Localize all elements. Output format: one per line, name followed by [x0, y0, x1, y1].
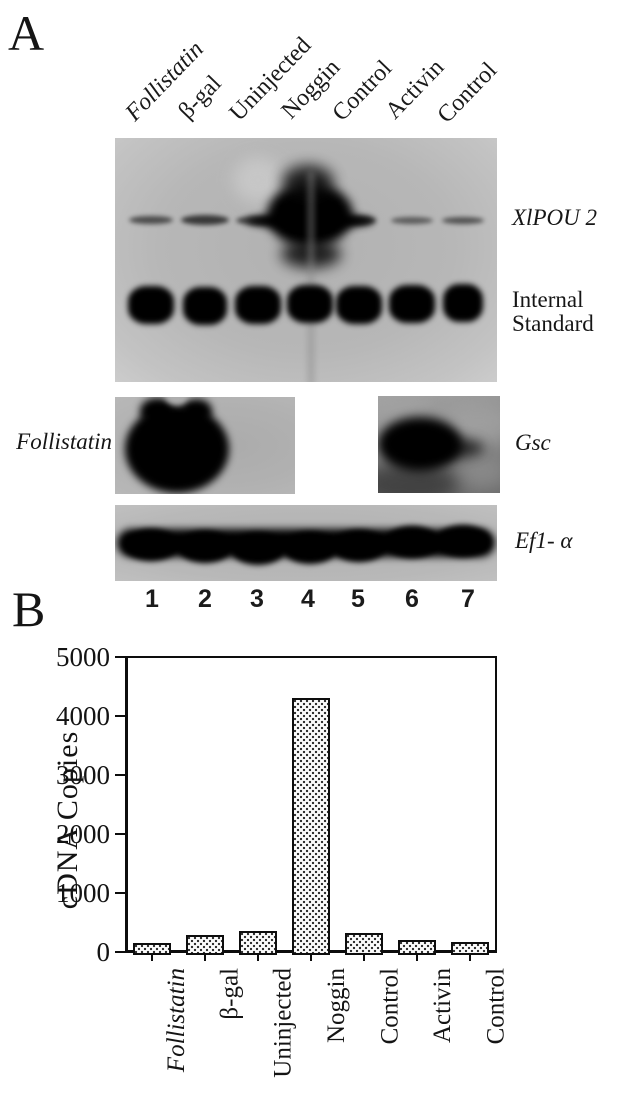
- xlpou2-band-lane4: [282, 165, 334, 199]
- internal-standard-band-lane5: [336, 286, 382, 324]
- y-tick-0: [115, 951, 125, 953]
- lane-number-7: 7: [461, 585, 475, 613]
- y-tick-5000: [115, 656, 125, 658]
- follistatin-signal: [125, 405, 229, 493]
- y-tick-4000: [115, 715, 125, 717]
- y-tick-label-2000: 2000: [56, 819, 110, 849]
- y-tick-label-1000: 1000: [56, 878, 110, 908]
- xlpou2-band-lane7: [442, 216, 484, 224]
- internal-standard-band-lane6: [389, 285, 435, 323]
- lane4-vertical-streak: [307, 170, 315, 382]
- internal-standard-label-line1: Internal: [512, 287, 584, 312]
- internal-standard-band-lane7: [443, 284, 483, 322]
- y-tick-2000: [115, 833, 125, 835]
- ef1a-band-lane3: [231, 533, 285, 565]
- x-category-label-3: Uninjected: [269, 968, 297, 1078]
- lane-number-2: 2: [198, 585, 212, 613]
- x-category-label-7: Control: [482, 968, 510, 1045]
- ef1a-row-label: Ef1- α: [515, 528, 573, 553]
- gsc-blot: [378, 396, 500, 493]
- ef1a-band-lane1: [124, 529, 178, 561]
- ef1a-band-lane4: [283, 532, 337, 564]
- x-tick-4: [310, 953, 312, 961]
- ef1a-blot: [115, 505, 497, 581]
- xlpou2-northern-blot: [115, 138, 497, 382]
- bar-noggin: [292, 698, 330, 955]
- gsc-signal: [378, 417, 462, 471]
- x-category-label-2: β-gal: [216, 968, 244, 1020]
- lane-number-4: 4: [301, 585, 315, 613]
- xlpou2-band-lane2: [181, 215, 229, 225]
- x-tick-3: [256, 953, 259, 961]
- xlpou2-band-lane4: [281, 240, 341, 268]
- internal-standard-band-lane3: [235, 286, 281, 324]
- y-tick-label-3000: 3000: [56, 760, 110, 790]
- lane-number-6: 6: [405, 585, 419, 613]
- x-tick-6: [416, 953, 419, 961]
- xlpou2-band-lane1: [129, 216, 173, 224]
- panel-b-label: B: [12, 581, 46, 637]
- ef1a-band-lane2: [178, 531, 232, 563]
- panel-a-label: A: [8, 5, 45, 61]
- y-tick-label-5000: 5000: [56, 642, 110, 672]
- internal-standard-band-lane1: [128, 286, 174, 324]
- x-category-label-5: Control: [376, 968, 404, 1045]
- internal-standard-band-lane4: [287, 285, 333, 323]
- internal-standard-band-lane2: [183, 287, 227, 325]
- gsc-row-label: Gsc: [515, 430, 551, 455]
- follistatin-notch: [166, 397, 186, 404]
- internal-standard-label-line2: Standard: [512, 311, 594, 336]
- bar-control: [345, 932, 384, 955]
- x-tick-7: [469, 953, 472, 961]
- xlpou2-row-label: XlPOU 2: [512, 205, 597, 230]
- x-tick-2: [203, 953, 206, 961]
- follistatin-blot: [115, 397, 295, 494]
- follistatin-signal: [140, 398, 174, 424]
- x-category-label-1: Follistatin: [163, 968, 191, 1073]
- lane-number-3: 3: [250, 585, 264, 613]
- ef1a-band-lane6: [385, 526, 439, 558]
- lane-number-1: 1: [145, 585, 159, 613]
- xlpou2-band-lane4: [246, 213, 374, 229]
- y-tick-3000: [115, 774, 125, 776]
- x-category-label-6: Activin: [429, 968, 457, 1043]
- xlpou2-band-lane6: [391, 216, 433, 224]
- x-tick-1: [150, 953, 153, 961]
- lane-number-5: 5: [351, 585, 365, 613]
- x-category-label-4: Noggin: [323, 968, 350, 1043]
- y-tick-label-0: 0: [96, 937, 111, 967]
- ef1a-band-lane5: [332, 530, 386, 562]
- bar--gal: [185, 935, 224, 955]
- y-tick-label-4000: 4000: [56, 701, 110, 731]
- follistatin-row-label: Follistatin: [16, 429, 112, 454]
- y-tick-1000: [115, 892, 125, 894]
- x-tick-5: [363, 953, 366, 961]
- gsc-light-patch: [460, 457, 500, 487]
- follistatin-signal: [182, 399, 212, 423]
- gsc-light-patch: [378, 396, 428, 414]
- bar-uninjected: [238, 930, 277, 955]
- ef1a-band-lane7: [436, 525, 490, 557]
